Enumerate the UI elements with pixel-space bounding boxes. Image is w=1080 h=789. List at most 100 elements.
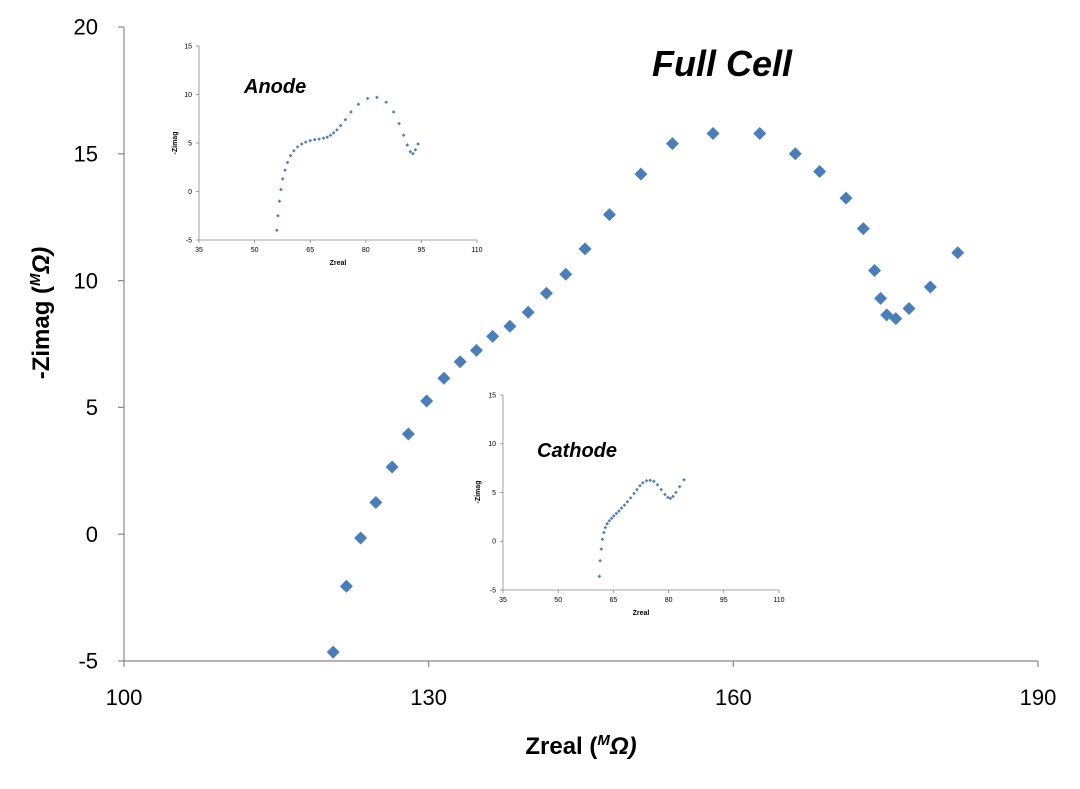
main-data-point (753, 127, 767, 141)
main-data-point (665, 137, 679, 151)
cathode-inset-plot: 35 50 65 80 95 110 -5 0 5 10 15 Cathode Zreal -Zimag (473, 387, 793, 620)
main-y-tick-label: -5 (78, 649, 98, 674)
cathode-y-tick-label: 0 (492, 539, 496, 546)
main-y-tick-label: 15 (74, 142, 98, 167)
anode-y-tick-label: 0 (188, 189, 192, 196)
main-data-point (369, 496, 383, 509)
cathode-x-tick-label: 110 (773, 597, 784, 604)
anode-inset-plot: 35 50 65 80 95 110 -5 0 5 10 15 Anode Zreal -Zimag (169, 38, 491, 270)
cathode-data-point (668, 496, 673, 501)
cathode-x-axis-title: Zreal (633, 610, 650, 617)
cathode-data-point (605, 521, 609, 526)
main-x-tick-label: 160 (715, 685, 752, 710)
anode-data-point (317, 137, 321, 141)
main-y-tick-label: 5 (86, 395, 98, 420)
anode-data-point (356, 102, 361, 106)
cathode-data-point (644, 479, 649, 483)
main-data-point (634, 167, 648, 181)
anode-data-point (308, 138, 312, 143)
anode-data-point (349, 110, 353, 114)
cathode-data-point (617, 509, 621, 513)
cathode-data-point (628, 496, 633, 500)
cathode-data-point (603, 525, 608, 530)
main-data-point (867, 263, 881, 277)
anode-y-tick-label: 15 (184, 43, 192, 50)
anode-data-point (312, 137, 317, 142)
anode-data-point (276, 213, 280, 218)
cathode-x-tick-label: 35 (499, 597, 507, 604)
anode-data-point (405, 143, 410, 147)
cathode-data-point (609, 516, 614, 521)
anode-data-point (375, 95, 379, 100)
anode-data-point (338, 123, 343, 128)
anode-y-tick-label: -5 (186, 237, 192, 244)
main-data-point (486, 329, 500, 343)
cathode-title: Cathode (537, 440, 617, 462)
main-x-axis-title: Zreal (MΩ) (525, 732, 636, 760)
anode-data-point (275, 228, 279, 233)
main-data-point (902, 301, 916, 315)
main-data-point (354, 531, 368, 545)
main-data-point (602, 208, 616, 222)
cathode-data-point (666, 495, 670, 500)
cathode-data-point (635, 487, 639, 492)
cathode-data-point (598, 558, 602, 563)
anode-data-point (285, 160, 290, 165)
anode-x-tick-label: 80 (362, 247, 370, 254)
main-data-point (503, 319, 517, 333)
cathode-data-point (614, 511, 619, 516)
cathode-data-point (648, 478, 652, 483)
anode-data-point (397, 121, 401, 126)
anode-data-point (292, 148, 296, 153)
main-x-tick-label: 130 (410, 685, 447, 710)
anode-data-point (331, 131, 336, 135)
main-data-point (453, 355, 467, 369)
main-y-tick-label: 0 (86, 522, 98, 547)
anode-data-point (365, 96, 370, 101)
main-data-point (539, 286, 553, 300)
cathode-data-point (619, 506, 624, 510)
anode-data-point (343, 117, 348, 122)
main-data-point (788, 147, 802, 161)
anode-data-point (299, 142, 304, 146)
main-data-point (326, 645, 340, 659)
anode-y-axis-title: -Zimag (172, 132, 179, 155)
cathode-data-point (600, 537, 605, 542)
anode-data-point (288, 153, 293, 158)
anode-data-point (295, 145, 300, 149)
anode-data-point (416, 142, 420, 146)
cathode-y-axis-title: -Zimag (475, 481, 482, 504)
anode-x-tick-label: 110 (471, 247, 482, 254)
anode-data-point (277, 199, 282, 203)
cathode-x-tick-label: 65 (610, 597, 618, 604)
cathode-data-point (597, 574, 602, 579)
cathode-data-point (671, 494, 675, 499)
anode-x-tick-label: 35 (195, 247, 203, 254)
cathode-data-point (622, 503, 627, 507)
main-data-point (521, 305, 535, 319)
cathode-data-point (625, 499, 630, 504)
main-data-point (401, 427, 415, 441)
main-y-tick-label: 10 (74, 268, 98, 293)
main-data-point (889, 312, 903, 326)
main-data-point (578, 242, 592, 256)
anode-data-point (328, 133, 333, 138)
main-y-tick-label: 20 (74, 15, 98, 40)
anode-data-point (401, 133, 406, 138)
main-y-axis-title: -Zimag (MΩ) (27, 247, 55, 380)
cathode-y-tick-label: -5 (490, 587, 496, 594)
cathode-y-tick-label: 10 (488, 441, 496, 448)
main-data-point (385, 460, 399, 474)
anode-y-tick-label: 5 (188, 140, 192, 147)
main-data-point (339, 579, 353, 593)
anode-data-point (279, 187, 283, 192)
anode-x-tick-label: 65 (306, 247, 314, 254)
cathode-data-point (655, 482, 660, 487)
main-x-tick-label: 100 (106, 685, 143, 710)
cathode-data-point (632, 491, 636, 496)
main-data-point (559, 267, 573, 281)
anode-data-point (325, 135, 330, 139)
